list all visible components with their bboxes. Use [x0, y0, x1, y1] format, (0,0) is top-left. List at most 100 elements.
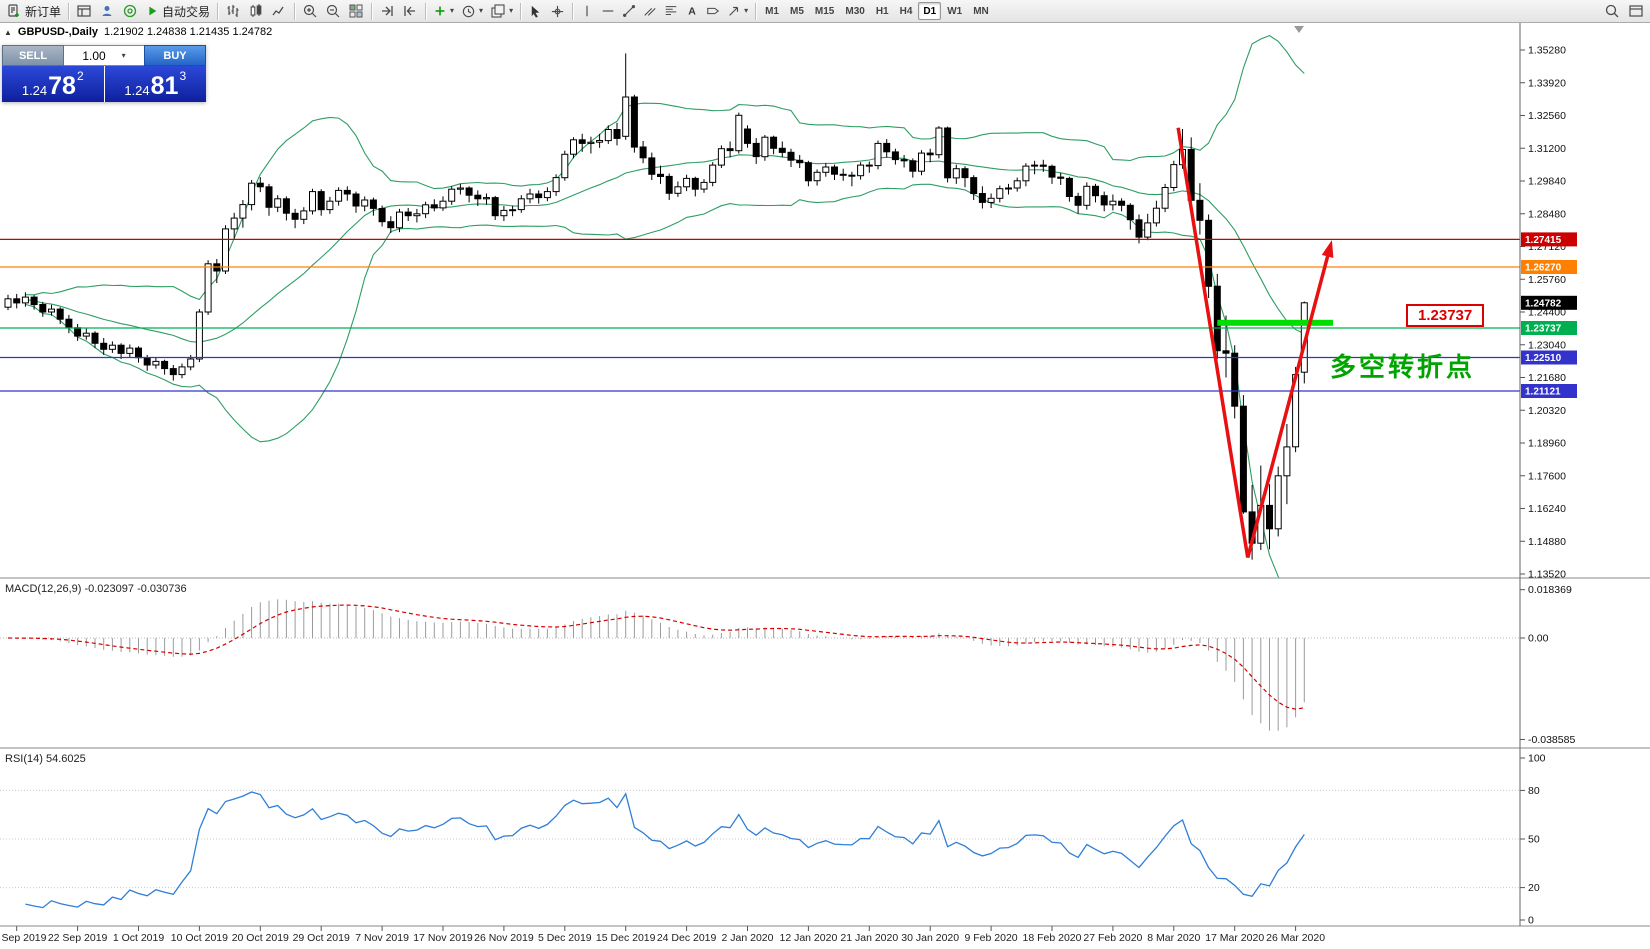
- search-icon: [1604, 3, 1620, 19]
- candles: [4, 53, 1308, 560]
- ask-pip-fraction: 3: [179, 69, 187, 83]
- svg-text:1.23737: 1.23737: [1525, 324, 1562, 335]
- text-tool-button[interactable]: A: [682, 1, 702, 21]
- line-chart-icon: [271, 3, 287, 19]
- timeframe-m30-button[interactable]: M30: [840, 2, 869, 20]
- hline-1.27415[interactable]: 1.27415: [0, 232, 1577, 247]
- accounts-icon-button[interactable]: [96, 1, 118, 21]
- zoom-out-button[interactable]: [322, 1, 344, 21]
- svg-text:30 Jan 2020: 30 Jan 2020: [901, 932, 959, 944]
- templates-button[interactable]: ▾: [487, 1, 516, 21]
- tile-windows-button[interactable]: [345, 1, 367, 21]
- crosshair-tool-button[interactable]: [547, 1, 568, 21]
- new-order-button[interactable]: 新订单: [3, 1, 64, 21]
- panel-separators: [0, 23, 1650, 927]
- fibonacci-tool-button[interactable]: [661, 1, 681, 21]
- community-icon-button[interactable]: [119, 1, 141, 21]
- support-price-label[interactable]: 1.23737: [1406, 304, 1485, 327]
- svg-text:12 Sep 2019: 12 Sep 2019: [0, 932, 47, 944]
- hline-1.23737[interactable]: 1.23737: [0, 321, 1577, 335]
- timeframe-d1-button[interactable]: D1: [918, 2, 942, 20]
- zoom-in-button[interactable]: [299, 1, 321, 21]
- timeframe-m15-button[interactable]: M15: [810, 2, 839, 20]
- chart-shift-marker[interactable]: [1294, 26, 1304, 33]
- plus-icon: [433, 4, 447, 18]
- svg-text:18 Feb 2020: 18 Feb 2020: [1023, 932, 1082, 944]
- candlestick-mode-button[interactable]: [245, 1, 267, 21]
- chart-shift-icon: [402, 3, 418, 19]
- one-click-collapse-icon[interactable]: ▲: [4, 27, 12, 37]
- svg-text:21 Jan 2020: 21 Jan 2020: [840, 932, 898, 944]
- svg-text:1.33920: 1.33920: [1528, 77, 1566, 89]
- bid-prefix: 1.24: [21, 83, 48, 98]
- turning-point-annotation[interactable]: 多空转折点: [1330, 352, 1476, 382]
- timeframe-m5-button[interactable]: M5: [785, 2, 809, 20]
- svg-text:9 Feb 2020: 9 Feb 2020: [965, 932, 1018, 944]
- arrows-tool-button[interactable]: ▾: [724, 1, 751, 21]
- timeframe-mn-button[interactable]: MN: [968, 2, 994, 20]
- one-click-trading-panel: SELL 1.00 ▾ BUY 1.24 78 2 1.24 81 3: [2, 45, 206, 102]
- current-price-tag: 1.24782: [1521, 295, 1577, 310]
- chevron-down-icon: ▾: [509, 6, 514, 15]
- horizontal-line-tool-button[interactable]: [598, 1, 618, 21]
- ohlc-bars-icon: [225, 3, 241, 19]
- toolbar-separator: [68, 2, 70, 20]
- svg-text:1.20320: 1.20320: [1528, 405, 1566, 417]
- clock-icon: [461, 4, 476, 19]
- period-button[interactable]: ▾: [458, 1, 486, 21]
- new-order-label: 新订单: [25, 4, 62, 19]
- timeframe-m1-button[interactable]: M1: [760, 2, 784, 20]
- chart-shift-button[interactable]: [399, 1, 421, 21]
- timeframe-h1-button[interactable]: H1: [871, 2, 894, 20]
- channel-tool-button[interactable]: [640, 1, 660, 21]
- toolbar-separator: [294, 2, 296, 20]
- autotrading-button[interactable]: 自动交易: [142, 1, 213, 21]
- hline-1.21121[interactable]: 1.21121: [0, 384, 1577, 398]
- bid-pip-fraction: 2: [76, 69, 84, 83]
- svg-text:0.018369: 0.018369: [1528, 584, 1572, 596]
- svg-text:1.21680: 1.21680: [1528, 372, 1566, 384]
- rsi-label: RSI(14) 54.6025: [5, 753, 86, 765]
- rsi-line: [25, 791, 1305, 909]
- price-axis: 1.35280 1.33920 1.32560 1.31200 1.29840 1.284…: [1520, 45, 1566, 581]
- ask-big-digits: 81: [150, 72, 179, 100]
- svg-text:20: 20: [1528, 882, 1540, 894]
- svg-text:1.26270: 1.26270: [1525, 263, 1562, 274]
- horizontal-line-icon: [601, 4, 615, 18]
- trendline-tool-button[interactable]: [619, 1, 639, 21]
- lot-size-input[interactable]: 1.00 ▾: [64, 45, 144, 66]
- auto-scroll-button[interactable]: [376, 1, 398, 21]
- svg-text:12 Jan 2020: 12 Jan 2020: [779, 932, 837, 944]
- bar-chart-mode-button[interactable]: [222, 1, 244, 21]
- ask-price[interactable]: 1.24 81 3: [104, 66, 206, 102]
- label-tool-button[interactable]: [703, 1, 723, 21]
- svg-text:50: 50: [1528, 834, 1540, 846]
- svg-text:1.31200: 1.31200: [1528, 143, 1566, 155]
- buy-button[interactable]: BUY: [144, 45, 206, 66]
- search-button[interactable]: [1601, 1, 1623, 21]
- timeframe-w1-button[interactable]: W1: [942, 2, 967, 20]
- timeframe-h4-button[interactable]: H4: [895, 2, 918, 20]
- svg-text:1.24782: 1.24782: [1525, 298, 1562, 309]
- sell-button[interactable]: SELL: [2, 45, 64, 66]
- line-chart-mode-button[interactable]: [268, 1, 290, 21]
- lot-dropdown-caret-icon[interactable]: ▾: [121, 50, 126, 60]
- svg-text:1.17600: 1.17600: [1528, 470, 1566, 482]
- trend-arrow[interactable]: [1176, 127, 1334, 559]
- terminal-icon-button[interactable]: [73, 1, 95, 21]
- tile-windows-icon: [348, 3, 364, 19]
- window-button[interactable]: [1625, 1, 1647, 21]
- bid-price[interactable]: 1.24 78 2: [2, 66, 104, 102]
- svg-text:1.14880: 1.14880: [1528, 536, 1566, 548]
- lot-size-value: 1.00: [82, 48, 106, 63]
- terminal-icon: [76, 3, 92, 19]
- add-indicator-button[interactable]: ▾: [430, 1, 457, 21]
- hline-1.22510[interactable]: 1.22510: [0, 350, 1577, 365]
- cursor-tool-button[interactable]: [525, 1, 546, 21]
- vertical-line-tool-button[interactable]: [577, 1, 597, 21]
- zoom-out-icon: [325, 3, 341, 19]
- svg-text:1.35280: 1.35280: [1528, 45, 1566, 57]
- hline-1.26270[interactable]: 1.26270: [0, 260, 1577, 274]
- support-zone-bar[interactable]: [1217, 319, 1333, 326]
